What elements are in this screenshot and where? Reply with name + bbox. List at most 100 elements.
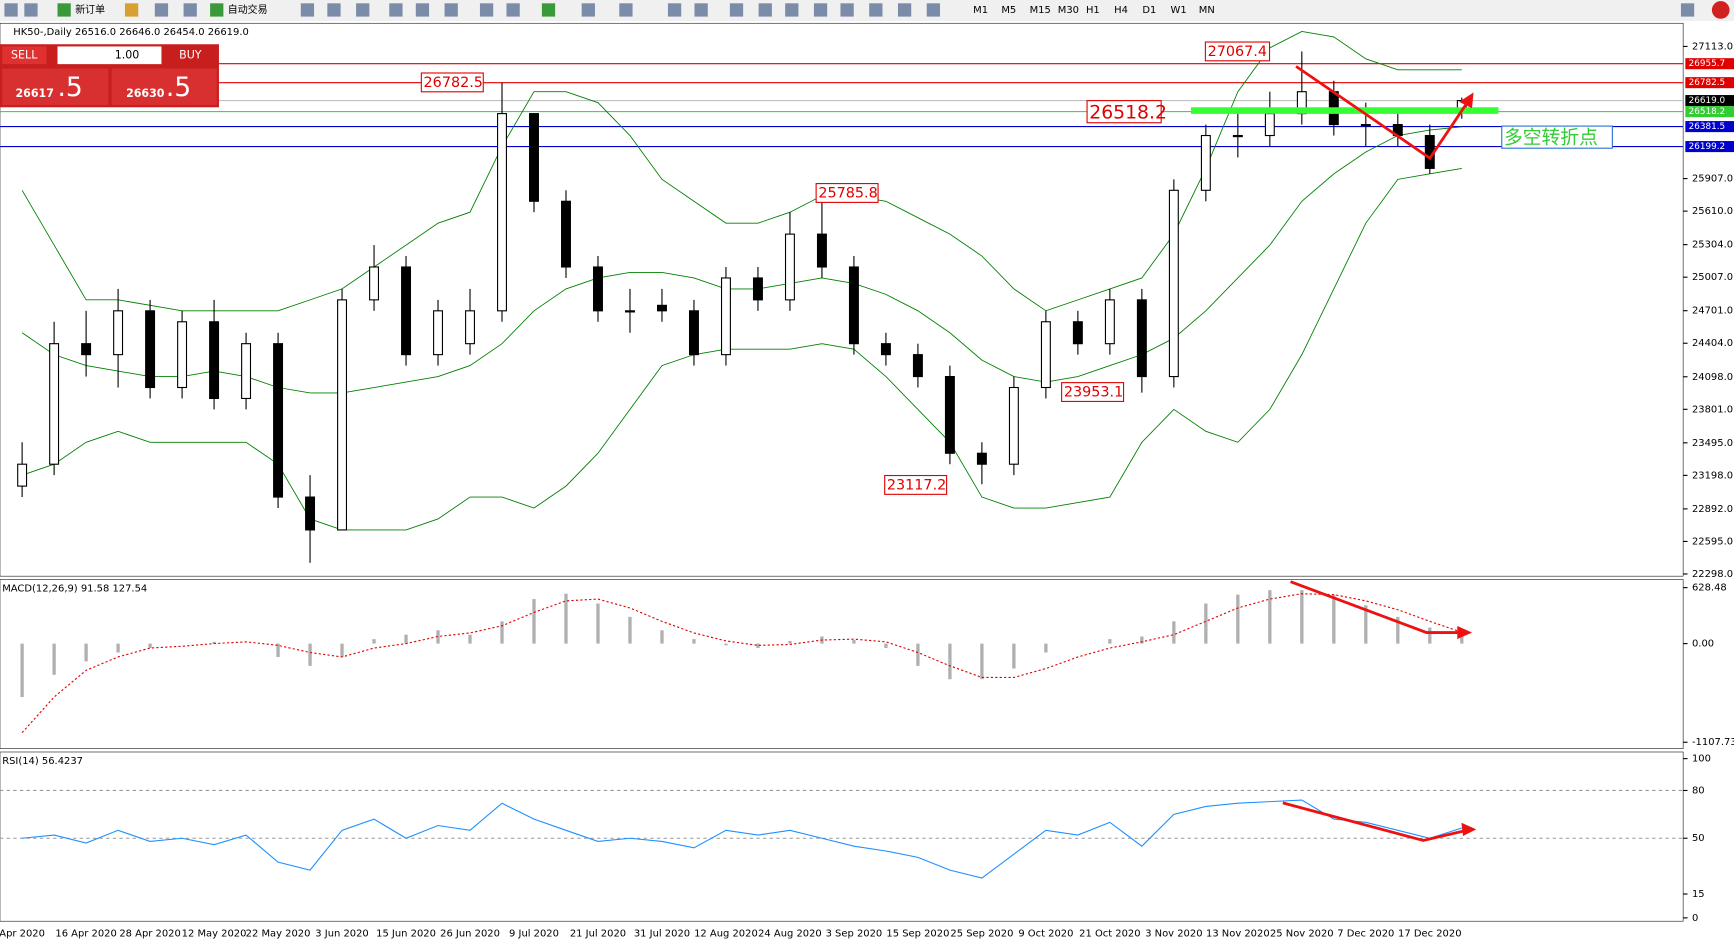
buy-pip: .5	[166, 72, 191, 103]
sell-label[interactable]: SELL	[11, 48, 38, 61]
y-tick-label: 25907.0	[1692, 174, 1733, 185]
macd-bar	[884, 643, 888, 649]
sell-button[interactable]	[2, 46, 47, 65]
y-tick-label: 22298.0	[1692, 569, 1733, 580]
candle-body	[49, 343, 60, 465]
timeframe-button[interactable]: W1	[1171, 5, 1187, 16]
macd-bar	[660, 630, 664, 644]
macd-bar	[724, 643, 728, 646]
x-tick-label: 31 Jul 2020	[634, 928, 690, 939]
candle-body	[241, 343, 252, 400]
x-tick-label: 3 Sep 2020	[826, 928, 883, 939]
y-tick-label: 24404.0	[1692, 338, 1733, 349]
rsi-line	[22, 799, 1462, 879]
candle-body	[880, 343, 891, 356]
candle-body	[1360, 124, 1371, 127]
macd-bar	[20, 643, 24, 698]
annotation: 26782.5	[424, 75, 483, 91]
timeframe-button[interactable]: MN	[1199, 5, 1215, 16]
annotation-box	[420, 72, 484, 93]
annotation: 25785.8	[818, 186, 877, 202]
level-label: 26381.5	[1689, 122, 1726, 132]
buy-label[interactable]: BUY	[179, 48, 202, 61]
macd-label: MACD(12,26,9) 91.58 127.54	[2, 583, 147, 594]
lot-value[interactable]: 1.00	[115, 48, 140, 61]
y-tick-label: 24098.0	[1692, 372, 1733, 383]
candle-body	[17, 463, 28, 487]
macd-bar	[692, 639, 696, 644]
rsi-label: RSI(14) 56.4237	[2, 756, 83, 767]
timeframe-button[interactable]: M15	[1030, 5, 1051, 16]
annotation: 23117.2	[887, 477, 946, 493]
macd-bar	[308, 643, 312, 666]
macd-bar	[1396, 616, 1400, 644]
lot-field[interactable]	[57, 46, 162, 65]
timeframe-button[interactable]: H1	[1086, 5, 1100, 16]
macd-bar	[1172, 621, 1176, 644]
x-tick-label: 25 Sep 2020	[950, 928, 1013, 939]
timeframe-button[interactable]: M1	[973, 5, 988, 16]
macd-bar	[372, 639, 376, 644]
macd-bar	[148, 643, 152, 649]
timeframe-button[interactable]: M30	[1058, 5, 1079, 16]
level-label: 26782.5	[1689, 78, 1726, 88]
annotation: 23953.1	[1064, 385, 1123, 401]
candle-body	[1104, 299, 1115, 345]
candle-body	[593, 266, 603, 312]
y-tick-label: 25610.0	[1692, 206, 1733, 217]
macd-bar	[1204, 603, 1208, 644]
candle-body	[656, 304, 667, 312]
y-tick-label: 80	[1692, 785, 1705, 796]
macd-bar	[116, 643, 120, 653]
x-tick-label: 26 Jun 2020	[440, 928, 500, 939]
x-tick-label: 17 Dec 2020	[1398, 928, 1461, 939]
timeframe-button[interactable]: M5	[1001, 5, 1016, 16]
x-tick-label: 25 Nov 2020	[1270, 928, 1334, 939]
toolbar-button[interactable]: 新订单	[75, 3, 105, 16]
candle-body	[816, 233, 827, 268]
y-tick-label: 50	[1692, 833, 1705, 844]
x-tick-label: 24 Aug 2020	[758, 928, 822, 939]
annotation: 27067.4	[1208, 44, 1267, 60]
sell-price-box[interactable]	[2, 68, 109, 106]
bollinger-lower	[21, 167, 1462, 531]
macd-signal	[21, 593, 1462, 734]
macd-bar	[276, 643, 280, 657]
macd-bar	[1140, 636, 1144, 644]
candle-body	[625, 310, 635, 313]
x-tick-label: 15 Jun 2020	[376, 928, 436, 939]
x-tick-label: 22 May 2020	[246, 928, 311, 939]
candle-body	[145, 310, 156, 389]
main-pane	[0, 22, 1684, 577]
macd-bar	[1108, 639, 1112, 644]
buy-price-box[interactable]	[111, 68, 217, 106]
macd-bar	[340, 643, 344, 657]
toolbar-button[interactable]: 自动交易	[228, 3, 268, 16]
level-label: 26199.2	[1689, 142, 1726, 152]
macd-bar	[1044, 643, 1048, 653]
y-tick-label: 23801.0	[1692, 404, 1733, 415]
annotation-box	[884, 474, 948, 495]
macd-bar	[1428, 627, 1432, 644]
candle-body	[401, 266, 412, 356]
annotations: 27067.4 26782.5 26518.2 25785.8 23953.1 …	[420, 41, 1613, 842]
buy-price: 26630	[126, 87, 165, 100]
y-tick-label: 25007.0	[1692, 272, 1733, 283]
timeframe-button[interactable]: D1	[1142, 5, 1156, 16]
macd-bar	[468, 634, 472, 644]
timeframe-button[interactable]: H4	[1114, 5, 1128, 16]
macd-bar	[948, 643, 952, 680]
candle-body	[1232, 134, 1243, 138]
candle-body	[529, 113, 539, 202]
level-tag	[1685, 141, 1734, 153]
y-tick-label: 24701.0	[1692, 306, 1733, 317]
macd-bar	[1460, 635, 1464, 644]
macd-bar	[628, 616, 632, 644]
candle-body	[209, 321, 220, 400]
macd-bar	[500, 621, 504, 644]
macd-bar	[596, 603, 600, 644]
y-tick-label: 22595.0	[1692, 536, 1733, 547]
x-tick-label: 3 Nov 2020	[1145, 928, 1202, 939]
level-tag	[1685, 58, 1734, 70]
